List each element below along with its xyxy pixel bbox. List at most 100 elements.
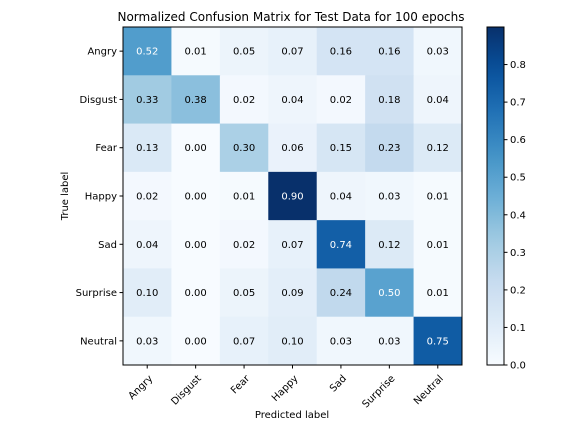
heatmap-cell (219, 171, 269, 221)
x-tick-label: Fear (229, 373, 253, 397)
y-tick-label: Angry (87, 47, 117, 58)
heatmap-cell (365, 220, 415, 269)
cell-value-label: 0.07 (281, 240, 303, 251)
heatmap-cell (365, 268, 415, 318)
colorbar-axis: 0.0 0.1 0.2 0.3 0.4 0.5 0.6 0.7 0.8 (504, 60, 526, 372)
y-tick-label: Happy (85, 192, 117, 203)
x-tick-label: Surprise (360, 373, 397, 410)
cell-value-label: 0.01 (427, 240, 449, 251)
colorbar-tick-label: 0.5 (510, 173, 526, 184)
chart-title: Normalized Confusion Matrix for Test Dat… (117, 10, 464, 24)
cell-value-label: 0.01 (185, 47, 207, 58)
heatmap-cell (365, 27, 415, 76)
cell-value-label: 0.03 (378, 336, 400, 347)
x-tick-label: Happy (270, 373, 301, 404)
y-tick-label: Disgust (79, 95, 117, 106)
heatmap-cell (316, 268, 366, 318)
heatmap-cell (123, 171, 172, 221)
cell-value-label: 0.00 (185, 288, 207, 299)
cell-value-label: 0.05 (233, 47, 255, 58)
x-tick-label: Neutral (412, 373, 446, 407)
x-tick-label: Sad (328, 373, 349, 394)
cell-value-label: 0.07 (281, 47, 303, 58)
heatmap-cell (316, 316, 366, 366)
colorbar-tick-label: 0.7 (510, 98, 526, 109)
heatmap-cell-labels: 0.52 0.01 0.05 0.07 0.16 0.16 0.03 0.33 0.38 0.02… (136, 47, 449, 348)
cell-value-label: 0.00 (185, 143, 207, 154)
x-tick-label: Angry (127, 373, 156, 402)
heatmap-cell (219, 75, 269, 125)
colorbar (486, 26, 505, 366)
cell-value-label: 0.04 (281, 95, 303, 106)
x-tick-label: Disgust (169, 373, 203, 407)
x-axis: Angry Disgust Fear Happy Sad Surprise Neutral (127, 365, 446, 410)
cell-value-label: 0.23 (378, 143, 400, 154)
cell-value-label: 0.01 (427, 288, 449, 299)
heatmap-cell (219, 268, 269, 318)
cell-value-label: 0.02 (233, 240, 255, 251)
heatmap-cell (123, 123, 172, 173)
cell-value-label: 0.01 (233, 192, 255, 203)
heatmap-cell (123, 316, 172, 366)
cell-value-label: 0.10 (281, 336, 303, 347)
heatmap-cell (219, 316, 269, 366)
cell-value-label: 0.04 (427, 95, 449, 106)
x-axis-label: Predicted label (255, 410, 329, 421)
colorbar-tick-label: 0.0 (510, 361, 526, 372)
y-tick-label: Fear (95, 143, 117, 154)
heatmap-cell (365, 171, 415, 221)
cell-value-label: 0.30 (233, 143, 255, 154)
heatmap-cell (268, 268, 318, 318)
heatmap-cell (219, 27, 269, 76)
cell-value-label: 0.01 (427, 192, 449, 203)
cell-value-label: 0.05 (233, 288, 255, 299)
colorbar-tick-label: 0.6 (510, 135, 526, 146)
heatmap-cells (123, 27, 463, 366)
heatmap-cell (268, 27, 318, 76)
cell-value-label: 0.24 (330, 288, 352, 299)
cell-value-label: 0.10 (136, 288, 158, 299)
cell-value-label: 0.90 (281, 192, 303, 203)
heatmap-cell (413, 75, 463, 125)
heatmap-cell (123, 27, 172, 76)
heatmap-cell (123, 268, 172, 318)
heatmap-cell (268, 123, 318, 173)
heatmap-cell (365, 316, 415, 366)
heatmap-cell (171, 123, 221, 173)
cell-value-label: 0.04 (330, 192, 352, 203)
cell-value-label: 0.50 (378, 288, 400, 299)
y-axis: Angry Disgust Fear Happy Sad Surprise Neutral (76, 47, 123, 347)
y-tick-label: Surprise (76, 288, 117, 299)
cell-value-label: 0.15 (330, 143, 352, 154)
heatmap-cell (171, 171, 221, 221)
cell-value-label: 0.13 (136, 143, 158, 154)
cell-value-label: 0.33 (136, 95, 158, 106)
cell-value-label: 0.06 (281, 143, 303, 154)
heatmap-cell (268, 75, 318, 125)
cell-value-label: 0.03 (378, 192, 400, 203)
heatmap-cell (268, 316, 318, 366)
cell-value-label: 0.75 (427, 336, 449, 347)
colorbar-tick-label: 0.3 (510, 248, 526, 259)
y-axis-label: True label (60, 172, 71, 222)
cell-value-label: 0.04 (136, 240, 158, 251)
heatmap-cell (268, 171, 318, 221)
cell-value-label: 0.03 (330, 336, 352, 347)
heatmap-cell (316, 123, 366, 173)
y-tick-label: Neutral (80, 336, 117, 347)
cell-value-label: 0.02 (136, 192, 158, 203)
cell-value-label: 0.03 (136, 336, 158, 347)
heatmap-cell (316, 75, 366, 125)
cell-value-label: 0.02 (330, 95, 352, 106)
cell-value-label: 0.09 (281, 288, 303, 299)
cell-value-label: 0.52 (136, 47, 158, 58)
colorbar-tick-label: 0.2 (510, 285, 526, 296)
heatmap-cell (171, 316, 221, 366)
y-tick-label: Sad (98, 240, 117, 251)
heatmap-cell (316, 27, 366, 76)
heatmap-cell (219, 123, 269, 173)
cell-value-label: 0.38 (185, 95, 207, 106)
heatmap-cell (171, 220, 221, 269)
cell-value-label: 0.12 (378, 240, 400, 251)
